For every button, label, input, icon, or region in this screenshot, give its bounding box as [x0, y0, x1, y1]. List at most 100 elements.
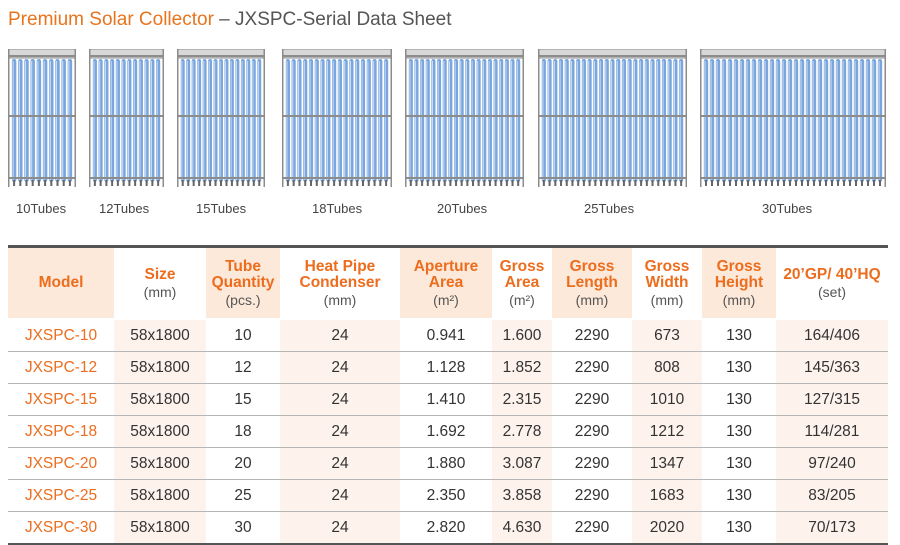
- tube: [745, 59, 751, 182]
- manifold-header: [538, 49, 687, 59]
- table-cell: 58x1800: [114, 383, 206, 416]
- tube: [703, 59, 709, 182]
- column-header-unit: (m²): [509, 291, 535, 308]
- table-cell: 127/315: [776, 383, 888, 416]
- column-header: Tube Quantity (pcs.): [206, 245, 280, 320]
- table-row: JXSPC-12 58x1800 12 24 1.128 1.852 2290 808 130 1…: [8, 351, 888, 384]
- tube: [727, 59, 733, 182]
- tube: [326, 59, 331, 182]
- tube: [633, 59, 638, 182]
- table-cell: 2290: [552, 319, 632, 352]
- column-header-unit: (mm): [575, 291, 609, 308]
- table-cell: 130: [702, 447, 776, 480]
- column-header-label: Model: [38, 274, 84, 291]
- tube: [593, 59, 598, 182]
- tube: [616, 59, 621, 182]
- page-title: Premium Solar Collector – JXSPC-Serial D…: [8, 9, 452, 31]
- table-cell: 3.858: [492, 479, 552, 512]
- column-header-label: Aperture Area: [413, 257, 479, 291]
- table-cell: 24: [280, 479, 400, 512]
- tube: [599, 59, 604, 182]
- column-header-unit: (mm): [143, 283, 177, 300]
- table-cell: 808: [632, 351, 702, 384]
- tube: [303, 59, 308, 182]
- collector-image: [177, 49, 265, 191]
- column-header-label: Gross Length: [566, 257, 618, 291]
- manifold-header: [405, 49, 524, 59]
- tube: [661, 59, 667, 182]
- model-cell: JXSPC-30: [8, 511, 114, 545]
- table-cell: 2290: [552, 383, 632, 416]
- tube: [355, 59, 360, 182]
- table-cell: 1.852: [492, 351, 552, 384]
- table-cell: 58x1800: [114, 319, 206, 352]
- tube: [553, 59, 558, 182]
- table-cell: 1.880: [400, 447, 492, 480]
- tube: [787, 59, 793, 182]
- tube: [576, 59, 581, 182]
- column-header: Gross Area (m²): [492, 245, 552, 320]
- column-header: 20’GP/ 40’HQ (set): [776, 245, 888, 320]
- table-cell: 58x1800: [114, 479, 206, 512]
- tube: [121, 59, 126, 182]
- table-cell: 1010: [632, 383, 702, 416]
- table-cell: 2290: [552, 415, 632, 448]
- tube: [378, 59, 383, 182]
- tube-count-label: 25Tubes: [584, 201, 635, 216]
- column-header: Aperture Area (m²): [400, 245, 492, 320]
- table-cell: 130: [702, 415, 776, 448]
- tube-count-label: 20Tubes: [437, 201, 488, 216]
- tube: [871, 59, 877, 182]
- tube: [650, 59, 655, 182]
- table-header-row: Model Size (mm) Tube Quantity (pcs.) Heat Pip…: [8, 245, 888, 320]
- tube: [781, 59, 787, 182]
- tube: [610, 59, 615, 182]
- table-row: JXSPC-10 58x1800 10 24 0.941 1.600 2290 673 130 1…: [8, 319, 888, 352]
- column-header: Heat Pipe Condenser (mm): [280, 245, 400, 320]
- tube: [673, 59, 678, 182]
- table-row: JXSPC-25 58x1800 25 24 2.350 3.858 2290 1683 130…: [8, 479, 888, 512]
- table-cell: 24: [280, 351, 400, 384]
- table-row: JXSPC-15 58x1800 15 24 1.410 2.315 2290 1010 130…: [8, 383, 888, 416]
- tube: [639, 59, 644, 182]
- column-header: Gross Length (mm): [552, 245, 632, 320]
- tube: [42, 59, 48, 182]
- table-cell: 2290: [552, 447, 632, 480]
- table-cell: 114/281: [776, 415, 888, 448]
- tube: [829, 59, 835, 182]
- column-header: Size (mm): [114, 245, 206, 320]
- tube: [110, 59, 115, 182]
- tube: [349, 59, 354, 182]
- tube: [384, 59, 389, 182]
- column-header: Gross Width (mm): [632, 245, 702, 320]
- tube: [297, 59, 302, 182]
- tube: [811, 59, 817, 182]
- column-header-unit: (pcs.): [225, 291, 261, 308]
- tube: [604, 59, 609, 182]
- tube: [709, 59, 715, 182]
- model-cell: JXSPC-25: [8, 479, 114, 512]
- tube: [865, 59, 871, 182]
- title-accent: Premium Solar Collector: [8, 9, 214, 30]
- tube: [775, 59, 781, 182]
- table-cell: 2.778: [492, 415, 552, 448]
- tube-count-label: 10Tubes: [16, 201, 67, 216]
- tube: [11, 59, 17, 182]
- table-cell: 2290: [552, 511, 632, 545]
- table-row: JXSPC-20 58x1800 20 24 1.880 3.087 2290 1347 130…: [8, 447, 888, 480]
- table-cell: 1.128: [400, 351, 492, 384]
- manifold-header: [89, 49, 164, 59]
- table-cell: 24: [280, 383, 400, 416]
- table-cell: 3.087: [492, 447, 552, 480]
- table-cell: 1.600: [492, 319, 552, 352]
- column-header-label: Heat Pipe Condenser: [299, 257, 381, 291]
- column-header-label: Gross Width: [644, 257, 690, 291]
- collector-image: [282, 49, 392, 191]
- model-cell: JXSPC-12: [8, 351, 114, 384]
- tube: [793, 59, 799, 182]
- tube: [564, 59, 569, 182]
- tube: [133, 59, 138, 182]
- column-header-label: Gross Height: [714, 257, 764, 291]
- column-header-unit: (mm): [323, 291, 357, 308]
- spec-table: Model Size (mm) Tube Quantity (pcs.) Heat Pip…: [8, 245, 888, 545]
